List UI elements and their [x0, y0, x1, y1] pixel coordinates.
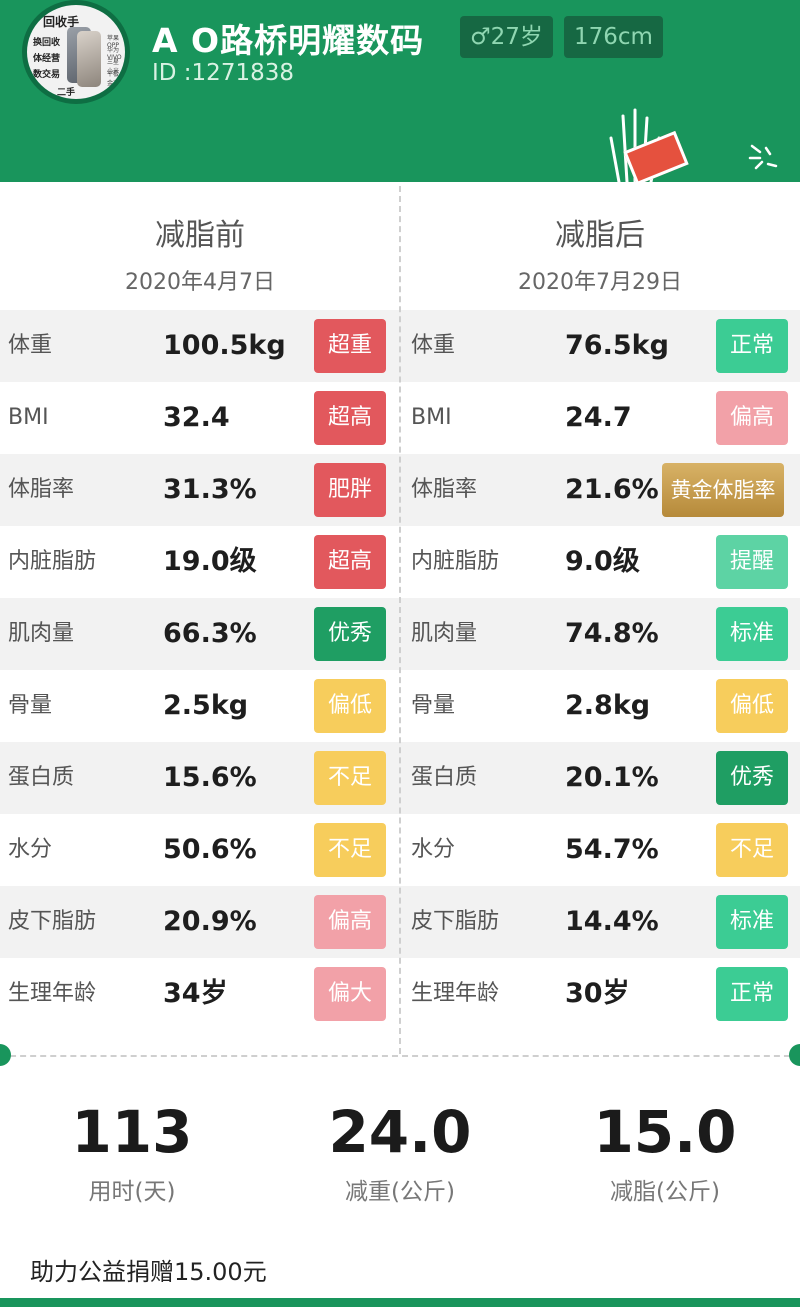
- metric-label-after: 水分: [411, 837, 456, 862]
- metric-label-before: BMI: [8, 405, 49, 430]
- metric-label-after: BMI: [411, 405, 452, 430]
- metric-value-before: 31.3%: [163, 474, 257, 505]
- before-title: 减脂前: [155, 218, 245, 253]
- fat-lost-value: 15.0: [593, 1098, 737, 1166]
- metric-value-after: 24.7: [565, 402, 632, 433]
- status-badge-after: 正常: [716, 967, 788, 1021]
- avatar[interactable]: 回收手 换回收 体经营 数交易 二手 苹果 OPP 华为 VIVO 三星 小米 …: [22, 0, 130, 104]
- metric-value-after: 9.0级: [565, 546, 640, 577]
- metric-label-before: 水分: [8, 837, 53, 862]
- table-row: BMI 32.4 超高 BMI 24.7 偏高: [0, 382, 800, 454]
- metric-value-before: 2.5kg: [163, 690, 249, 721]
- metric-label-before: 内脏脂肪: [8, 549, 97, 574]
- sparkle-decoration-icon: [748, 144, 778, 170]
- avatar-subtext: 平板 金立: [107, 71, 120, 87]
- status-badge-after: 不足: [716, 823, 788, 877]
- metric-value-after: 2.8kg: [565, 690, 651, 721]
- status-badge-before: 超高: [314, 391, 386, 445]
- status-badge-before: 肥胖: [314, 463, 386, 517]
- metric-label-after: 肌肉量: [411, 621, 478, 646]
- metric-label-after: 皮下脂肪: [411, 909, 500, 934]
- table-row: 水分 50.6% 不足 水分 54.7% 不足: [0, 814, 800, 886]
- status-badge-before: 偏低: [314, 679, 386, 733]
- avatar-subtext: 苹果 OPP: [107, 35, 120, 49]
- metric-label-after: 生理年龄: [411, 981, 500, 1006]
- metric-label-after: 内脏脂肪: [411, 549, 500, 574]
- after-title: 减脂后: [555, 218, 645, 253]
- avatar-text: 换回收: [33, 38, 61, 48]
- status-badge-after: 偏高: [716, 391, 788, 445]
- metric-label-after: 体脂率: [411, 477, 478, 502]
- status-badge-after: 优秀: [716, 751, 788, 805]
- metric-value-after: 21.6%: [565, 474, 659, 505]
- weight-lost-label: 减重(公斤): [345, 1179, 455, 1205]
- table-row: 内脏脂肪 19.0级 超高 内脏脂肪 9.0级 提醒: [0, 526, 800, 598]
- status-badge-before: 偏大: [314, 967, 386, 1021]
- status-badge-after: 正常: [716, 319, 788, 373]
- status-badge-before: 优秀: [314, 607, 386, 661]
- avatar-text: 二手: [57, 88, 76, 98]
- metric-value-after: 54.7%: [565, 834, 659, 865]
- divider-notch: [0, 1044, 11, 1066]
- metric-value-before: 34岁: [163, 978, 228, 1009]
- status-badge-after: 标准: [716, 895, 788, 949]
- age-tag: ♂27岁: [460, 16, 553, 58]
- status-badge-before: 不足: [314, 823, 386, 877]
- metric-value-before: 32.4: [163, 402, 230, 433]
- metric-value-after: 20.1%: [565, 762, 659, 793]
- column-divider: [399, 186, 401, 1054]
- avatar-text: 数交易: [33, 70, 61, 80]
- metric-value-before: 19.0级: [163, 546, 257, 577]
- status-badge-after: 偏低: [716, 679, 788, 733]
- status-badge-after: 标准: [716, 607, 788, 661]
- metric-label-before: 皮下脂肪: [8, 909, 97, 934]
- metric-value-before: 20.9%: [163, 906, 257, 937]
- profile-name: A O路桥明耀数码: [152, 21, 425, 60]
- metric-value-before: 50.6%: [163, 834, 257, 865]
- phone-image: [77, 31, 101, 87]
- avatar-subtext: 华为 VIVO: [107, 47, 122, 61]
- donation-text: 助力公益捐赠15.00元: [30, 1258, 267, 1286]
- status-badge-after: 提醒: [716, 535, 788, 589]
- metric-label-before: 蛋白质: [8, 765, 75, 790]
- divider-notch: [789, 1044, 800, 1066]
- days-label: 用时(天): [88, 1179, 176, 1205]
- weight-lost-value: 24.0: [328, 1098, 472, 1166]
- gold-status-badge: 黄金体脂率: [662, 463, 784, 517]
- metric-value-after: 30岁: [565, 978, 630, 1009]
- status-badge-before: 超重: [314, 319, 386, 373]
- avatar-text: 体经营: [33, 54, 61, 64]
- metric-value-before: 66.3%: [163, 618, 257, 649]
- bottom-bar: [0, 1298, 800, 1307]
- avatar-subtext: 三星 小米: [107, 59, 120, 75]
- status-badge-before: 偏高: [314, 895, 386, 949]
- section-divider: [0, 1055, 800, 1057]
- days-value: 113: [71, 1098, 193, 1166]
- avatar-text: 回收手: [43, 15, 80, 29]
- height-tag: 176cm: [564, 16, 663, 58]
- profile-header: 回收手 换回收 体经营 数交易 二手 苹果 OPP 华为 VIVO 三星 小米 …: [0, 0, 800, 182]
- metric-label-before: 骨量: [8, 693, 53, 718]
- metric-value-after: 14.4%: [565, 906, 659, 937]
- metric-value-after: 74.8%: [565, 618, 659, 649]
- table-row: 生理年龄 34岁 偏大 生理年龄 30岁 正常: [0, 958, 800, 1030]
- status-badge-before: 超高: [314, 535, 386, 589]
- fat-lost-label: 减脂(公斤): [610, 1179, 720, 1205]
- status-badge-before: 不足: [314, 751, 386, 805]
- user-id: ID :1271838: [152, 60, 294, 86]
- metric-label-before: 肌肉量: [8, 621, 75, 646]
- metric-value-before: 15.6%: [163, 762, 257, 793]
- before-date: 2020年4月7日: [125, 270, 275, 295]
- table-row: 骨量 2.5kg 偏低 骨量 2.8kg 偏低: [0, 670, 800, 742]
- after-date: 2020年7月29日: [518, 270, 682, 295]
- metric-value-after: 76.5kg: [565, 330, 669, 361]
- metric-label-after: 体重: [411, 333, 456, 358]
- metric-label-after: 蛋白质: [411, 765, 478, 790]
- metric-label-before: 体脂率: [8, 477, 75, 502]
- metric-label-before: 生理年龄: [8, 981, 97, 1006]
- metric-value-before: 100.5kg: [163, 330, 286, 361]
- metric-label-before: 体重: [8, 333, 53, 358]
- metric-label-after: 骨量: [411, 693, 456, 718]
